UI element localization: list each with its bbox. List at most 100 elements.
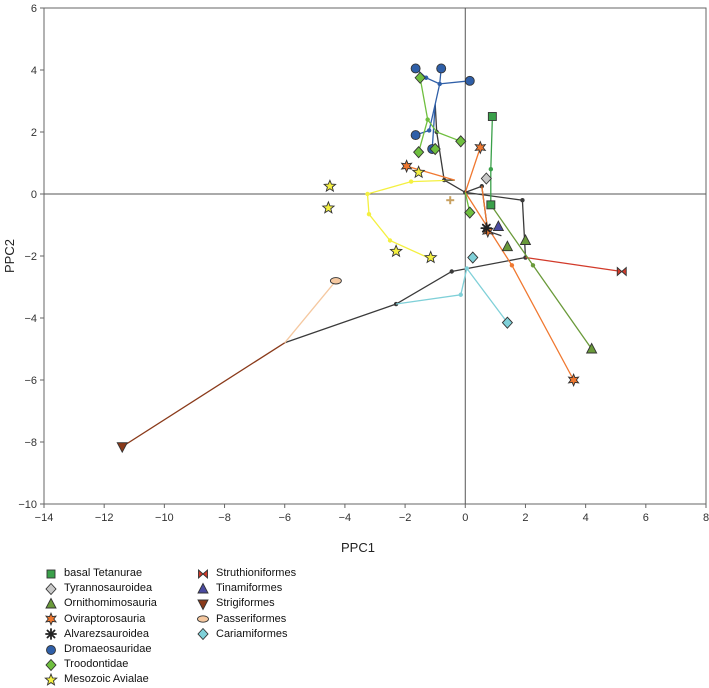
point-oviraptorosauria: [567, 373, 580, 387]
x-tick-label: −12: [95, 512, 114, 524]
zero-reference-lines: [44, 8, 706, 504]
legend-item: Cariamiformes: [196, 627, 296, 642]
y-tick-label: 0: [31, 189, 37, 201]
legend-marker: [46, 644, 56, 655]
legend-item: basal Tetanurae: [44, 566, 157, 581]
legend-label: Strigiformes: [216, 597, 275, 610]
point-troodontidae: [413, 145, 425, 159]
legend-marker: [45, 582, 57, 595]
legend-marker: [197, 599, 209, 611]
legend-marker-icon: [197, 582, 209, 594]
point-troodontidae: [455, 135, 467, 148]
tree-node: [366, 211, 372, 217]
tree-branch: [464, 147, 481, 193]
legend-label: Dromaeosauridae: [64, 643, 152, 656]
x-tick-label: −6: [278, 512, 291, 524]
x-tick-label: 6: [643, 512, 649, 524]
y-tick-label: 6: [31, 3, 37, 15]
point-dromaeosauridae: [436, 63, 447, 74]
tree-branches: [121, 67, 622, 448]
tree-branch: [396, 266, 508, 323]
x-axis-title: PPC1: [341, 540, 375, 555]
y-tick-label: −10: [18, 499, 37, 511]
ppc-chart: −14 −12 −10 −8 −6 −4 −2 0 2 4 6 8 −10 −8 −6 −4 −2 0 2 4 6 PP…: [2, 3, 709, 555]
tree-node: [520, 198, 525, 203]
legend-marker-icon: [198, 568, 208, 579]
tree-node: [449, 269, 454, 274]
legend-item: Dromaeosauridae: [44, 642, 157, 657]
legend-marker: [197, 628, 209, 641]
legend-marker: [45, 628, 57, 641]
legend-marker: [44, 672, 58, 686]
point-dromaeosauridae: [464, 75, 475, 86]
tree-branch: [525, 256, 622, 273]
legend-marker: [45, 658, 57, 671]
legend-marker-icon: [44, 612, 58, 627]
point-tyrannosauroidea: [480, 172, 492, 185]
tree-node: [479, 184, 485, 189]
point-extra-marker: [446, 196, 455, 205]
tree-node: [423, 75, 429, 80]
legend-marker: [44, 612, 58, 627]
x-tick-label: −10: [155, 512, 174, 524]
point-oviraptorosauria: [474, 140, 487, 155]
y-tick-label: −8: [24, 437, 37, 449]
tree-branch: [439, 80, 470, 85]
legend-label: Cariamiformes: [216, 627, 288, 640]
tree-node: [509, 263, 515, 268]
tree-branch: [406, 165, 455, 181]
legend-marker-icon: [197, 615, 209, 623]
legend-label: basal Tetanurae: [64, 567, 143, 580]
x-tick-label: −14: [35, 512, 54, 524]
x-tick-label: 8: [703, 512, 709, 524]
tree-node: [458, 292, 463, 297]
legend-label: Troodontidae: [64, 658, 129, 671]
tree-node: [393, 301, 399, 307]
axis-ticks: −14 −12 −10 −8 −6 −4 −2 0 2 4 6 8 −10 −8 −6 −4 −2 0 2 4 6: [18, 3, 709, 524]
point-ornithomimosauria: [519, 234, 532, 245]
point-mesozoic-avialae: [411, 165, 426, 179]
x-tick-label: −4: [339, 512, 352, 524]
point-tinamiformes: [492, 220, 505, 232]
point-basal-tetanurae: [486, 200, 496, 210]
x-tick-label: 2: [522, 512, 528, 524]
data-points: [116, 63, 627, 454]
legend-marker: [197, 615, 209, 623]
y-tick-label: −4: [24, 313, 37, 325]
point-troodontidae: [464, 206, 476, 219]
legend-marker-icon: [45, 597, 57, 609]
legend-marker-icon: [45, 628, 57, 641]
legend-item: Ornithomimosauria: [44, 596, 157, 611]
x-tick-label: −2: [399, 512, 412, 524]
point-cariamiformes: [467, 251, 479, 264]
tree-node: [530, 263, 536, 268]
y-axis-title: PPC2: [2, 239, 17, 273]
legend-item: Troodontidae: [44, 657, 157, 672]
tree-branch: [366, 179, 455, 259]
point-troodontidae: [429, 142, 441, 156]
legend-marker: [45, 597, 57, 609]
legend-item: Alvarezsauroidea: [44, 627, 157, 642]
point-alvarezsauroidea: [480, 222, 493, 235]
x-tick-label: 0: [462, 512, 468, 524]
point-passeriformes: [329, 277, 342, 285]
legend-marker: [46, 569, 56, 579]
legend-column-left: basal Tetanurae Tyrannosauroidea Ornithomi…: [44, 566, 157, 688]
point-basal-tetanurae: [487, 112, 497, 121]
tree-branch: [284, 280, 337, 344]
legend-item: Passeriformes: [196, 612, 296, 627]
legend-item: Tyrannosauroidea: [44, 581, 157, 596]
plot-frame: [43, 7, 707, 505]
tree-node: [426, 128, 432, 133]
legend-label: Oviraptorosauria: [64, 612, 146, 625]
point-strigiformes: [116, 442, 128, 454]
tree-node: [488, 167, 494, 172]
legend-label: Ornithomimosauria: [64, 597, 157, 610]
tree-node: [437, 81, 442, 87]
legend-label: Struthioniformes: [216, 567, 297, 580]
point-ornithomimosauria: [501, 240, 514, 252]
point-cariamiformes: [501, 316, 514, 329]
point-mesozoic-avialae: [389, 244, 403, 258]
point-dromaeosauridae: [410, 130, 421, 141]
point-mesozoic-avialae: [423, 250, 438, 264]
